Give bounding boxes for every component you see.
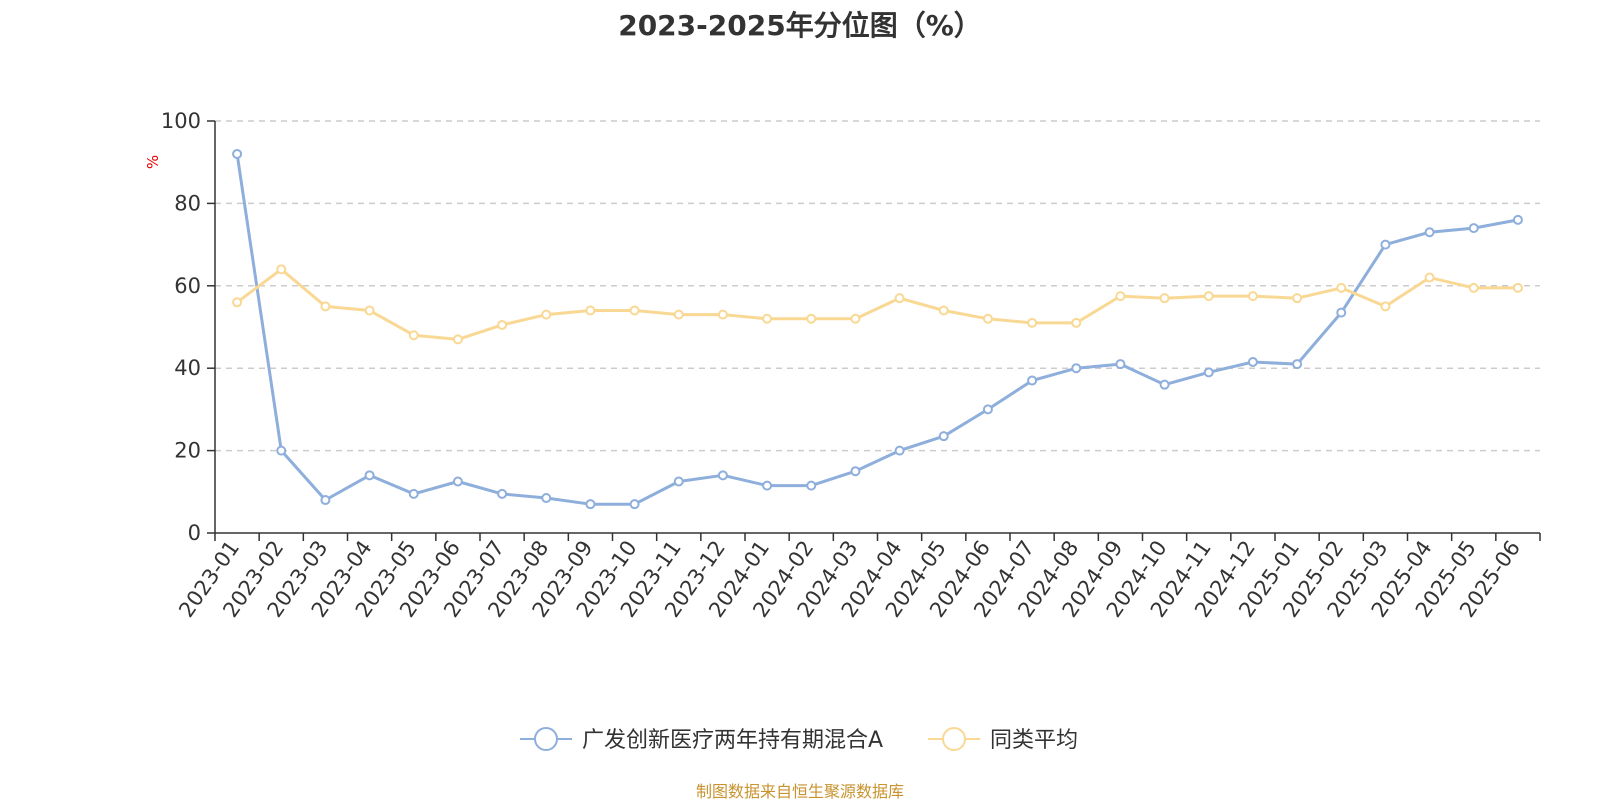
y-tick-label: 0 [188,521,201,545]
data-point[interactable] [1380,301,1391,312]
data-point[interactable] [1292,359,1303,370]
data-point[interactable] [629,499,640,510]
axes: 0204060801002023-012023-022023-032023-04… [161,109,1541,622]
data-point[interactable] [982,313,993,324]
data-point[interactable] [408,488,419,499]
data-point[interactable] [585,499,596,510]
data-point[interactable] [452,476,463,487]
legend-label: 广发创新医疗两年持有期混合A [582,728,883,753]
data-point[interactable] [364,305,375,316]
y-axis-unit-label: % [144,155,162,169]
data-point[interactable] [1292,293,1303,304]
legend-marker [534,727,558,751]
data-point[interactable] [1424,272,1435,283]
data-point[interactable] [1512,214,1523,225]
data-point[interactable] [850,313,861,324]
data-point[interactable] [1468,223,1479,234]
data-point[interactable] [982,404,993,415]
data-point[interactable] [1027,375,1038,386]
legend: 广发创新医疗两年持有期混合A 同类平均 [520,727,1078,753]
data-point[interactable] [232,297,243,308]
y-tick-label: 60 [174,274,201,298]
series-2 [232,264,1523,345]
data-point[interactable] [1336,307,1347,318]
data-point[interactable] [276,445,287,456]
source-note: 制图数据来自恒生聚源数据库 [695,782,904,801]
data-point[interactable] [850,466,861,477]
data-point[interactable] [1247,357,1258,368]
data-point[interactable] [232,148,243,159]
data-point[interactable] [938,305,949,316]
legend-item-2[interactable]: 同类平均 [928,727,1078,753]
data-point[interactable] [408,330,419,341]
legend-label: 同类平均 [990,728,1078,753]
data-point[interactable] [1159,379,1170,390]
data-point[interactable] [1203,291,1214,302]
data-point[interactable] [1027,317,1038,328]
y-tick-label: 20 [174,439,201,463]
data-point[interactable] [1247,291,1258,302]
y-tick-label: 80 [174,191,201,215]
data-point[interactable] [1159,293,1170,304]
data-point[interactable] [320,301,331,312]
data-point[interactable] [1203,367,1214,378]
data-point[interactable] [541,492,552,503]
data-point[interactable] [1115,291,1126,302]
data-point[interactable] [497,488,508,499]
data-point[interactable] [1071,363,1082,374]
data-point[interactable] [1071,317,1082,328]
data-point[interactable] [1115,359,1126,370]
data-point[interactable] [585,305,596,316]
legend-marker [942,727,966,751]
data-point[interactable] [938,431,949,442]
data-point[interactable] [762,313,773,324]
data-point[interactable] [894,445,905,456]
series-line [235,153,1519,506]
data-point[interactable] [1468,282,1479,293]
data-point[interactable] [276,264,287,275]
chart-title: 2023-2025年分位图（%） [618,9,982,42]
data-point[interactable] [320,495,331,506]
data-point[interactable] [894,293,905,304]
data-point[interactable] [673,309,684,320]
series-1 [232,148,1523,510]
data-point[interactable] [1424,227,1435,238]
grid-lines [215,120,1540,452]
data-point[interactable] [717,470,728,481]
data-point[interactable] [1512,282,1523,293]
data-point[interactable] [364,470,375,481]
legend-item-1[interactable]: 广发创新医疗两年持有期混合A [520,727,883,753]
data-point[interactable] [452,334,463,345]
data-point[interactable] [806,313,817,324]
y-tick-label: 100 [161,109,201,133]
data-point[interactable] [1380,239,1391,250]
series-lines [232,148,1523,510]
data-point[interactable] [1336,282,1347,293]
data-point[interactable] [762,480,773,491]
y-tick-label: 40 [174,356,201,380]
data-point[interactable] [497,319,508,330]
series-line [236,267,1518,341]
data-point[interactable] [673,476,684,487]
data-point[interactable] [629,305,640,316]
data-point[interactable] [541,309,552,320]
data-point[interactable] [806,480,817,491]
data-point[interactable] [717,309,728,320]
